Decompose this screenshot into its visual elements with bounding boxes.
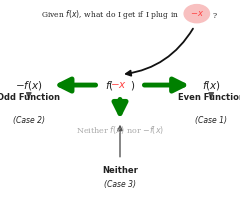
Text: $f($: $f($ [105, 79, 114, 92]
Text: (Case 3): (Case 3) [104, 180, 136, 189]
Text: Even Function: Even Function [178, 93, 240, 102]
Text: Neither: Neither [102, 166, 138, 175]
Text: (Case 2): (Case 2) [13, 116, 45, 125]
Text: $-x$: $-x$ [110, 80, 127, 90]
Text: Odd Function: Odd Function [0, 93, 60, 102]
Text: $f(x)$: $f(x)$ [202, 79, 221, 92]
Text: (Case 1): (Case 1) [195, 116, 227, 125]
Text: $-f(x)$: $-f(x)$ [15, 79, 43, 92]
Text: $-x$: $-x$ [190, 9, 204, 18]
Text: ?: ? [213, 12, 217, 20]
Ellipse shape [184, 5, 210, 23]
Text: $)$: $)$ [130, 79, 135, 92]
Text: Given $f(x)$, what do I get if I plug in: Given $f(x)$, what do I get if I plug in [41, 8, 180, 21]
Text: Neither $f(x)$ nor $-f(x)$: Neither $f(x)$ nor $-f(x)$ [76, 124, 164, 136]
